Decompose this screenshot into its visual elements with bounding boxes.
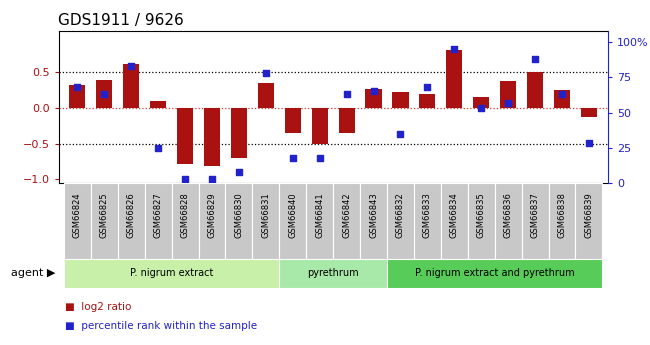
Text: GSM66831: GSM66831 (261, 192, 270, 238)
Point (557, 91, 567, 97)
Point (449, 47, 460, 52)
Bar (198, 183, 226, 259)
Bar (360, 183, 387, 259)
Text: agent ▶: agent ▶ (11, 268, 55, 278)
Text: GSM66827: GSM66827 (153, 192, 162, 238)
Text: GSM66830: GSM66830 (235, 192, 243, 238)
Text: GSM66832: GSM66832 (396, 192, 405, 238)
Text: GSM66841: GSM66841 (315, 192, 324, 238)
Point (476, 106, 486, 111)
Bar (581, 108, 597, 117)
Text: ■  percentile rank within the sample: ■ percentile rank within the sample (65, 321, 257, 331)
Text: GSM66834: GSM66834 (450, 192, 459, 238)
Bar (414, 183, 441, 259)
Text: pyrethrum: pyrethrum (307, 268, 359, 278)
Bar (96, 79, 112, 108)
Point (422, 85, 432, 90)
Bar (285, 108, 301, 133)
Text: P. nigrum extract: P. nigrum extract (130, 268, 213, 278)
Bar (258, 83, 274, 108)
Point (530, 56, 540, 62)
Bar (575, 183, 603, 259)
Bar (280, 183, 306, 259)
Bar (150, 101, 166, 108)
Bar (468, 183, 495, 259)
Point (207, 176, 217, 181)
Bar (123, 64, 139, 108)
Bar (521, 183, 549, 259)
Bar (177, 108, 193, 164)
Bar (204, 108, 220, 166)
Bar (339, 108, 355, 133)
Text: GSM66836: GSM66836 (504, 192, 513, 238)
Text: GSM66824: GSM66824 (73, 192, 82, 238)
Text: P. nigrum extract and pyrethrum: P. nigrum extract and pyrethrum (415, 268, 575, 278)
Point (503, 100, 514, 106)
Point (153, 145, 163, 150)
Text: GSM66837: GSM66837 (530, 192, 540, 238)
Text: GSM66840: GSM66840 (288, 192, 297, 238)
Text: GSM66829: GSM66829 (207, 192, 216, 238)
Bar (91, 183, 118, 259)
Text: GSM66839: GSM66839 (584, 192, 593, 238)
Point (126, 63, 136, 69)
Bar (387, 259, 603, 288)
Bar (387, 183, 414, 259)
Text: ■  log2 ratio: ■ log2 ratio (65, 302, 131, 312)
Bar (527, 72, 543, 108)
Text: GSM66828: GSM66828 (181, 192, 190, 238)
Point (234, 169, 244, 174)
Bar (172, 183, 198, 259)
Point (287, 155, 298, 160)
Bar (554, 90, 570, 108)
Bar (226, 183, 252, 259)
Bar (365, 89, 382, 108)
Bar (311, 108, 328, 144)
Text: GSM66825: GSM66825 (99, 192, 109, 238)
Bar (252, 183, 280, 259)
Point (341, 91, 352, 97)
Text: GDS1911 / 9626: GDS1911 / 9626 (58, 13, 184, 29)
Bar (473, 97, 489, 108)
Bar (306, 183, 333, 259)
Bar (446, 50, 462, 108)
Text: GSM66843: GSM66843 (369, 192, 378, 238)
Point (369, 89, 379, 94)
Bar (393, 92, 408, 108)
Text: GSM66833: GSM66833 (423, 192, 432, 238)
Point (261, 70, 271, 76)
Text: GSM66838: GSM66838 (558, 192, 567, 238)
Bar (549, 183, 575, 259)
Text: GSM66835: GSM66835 (476, 192, 486, 238)
Bar (145, 183, 172, 259)
Point (584, 141, 594, 146)
Bar (118, 183, 145, 259)
Point (99, 91, 109, 97)
Bar (64, 259, 280, 288)
Bar (333, 183, 360, 259)
Bar (500, 81, 516, 108)
Bar (495, 183, 521, 259)
Bar (231, 108, 247, 158)
Text: GSM66826: GSM66826 (127, 192, 136, 238)
Point (395, 131, 406, 136)
Point (315, 155, 325, 160)
Bar (280, 259, 387, 288)
Bar (70, 85, 85, 108)
Point (180, 176, 190, 181)
Bar (441, 183, 468, 259)
Bar (419, 94, 436, 108)
Text: GSM66842: GSM66842 (342, 192, 351, 238)
Bar (64, 183, 91, 259)
Point (72, 85, 83, 90)
